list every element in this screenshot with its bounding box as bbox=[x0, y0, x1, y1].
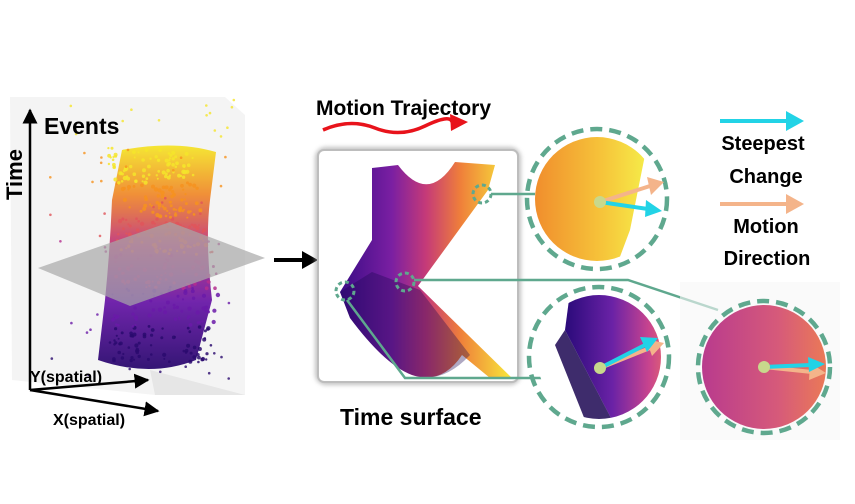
legend: Steepest Change Motion Direction bbox=[720, 111, 810, 270]
time-surface-panel: Motion Trajectory Time surface bbox=[315, 97, 719, 430]
time-surface-image bbox=[340, 162, 512, 378]
right-arrow-icon bbox=[274, 251, 318, 269]
cyan-arrow-icon bbox=[720, 111, 804, 131]
peach-arrow-icon bbox=[720, 194, 804, 214]
y-axis-line bbox=[29, 373, 150, 392]
motion-direction-arrow-top bbox=[599, 177, 664, 204]
x-axis-label: X(spatial) bbox=[53, 412, 125, 429]
x-axis-line bbox=[29, 388, 160, 417]
events-label: Events bbox=[44, 113, 119, 139]
events-background-side bbox=[150, 370, 245, 395]
time-surface-label: Time surface bbox=[340, 404, 481, 430]
time-surface-shading bbox=[340, 272, 470, 378]
legend-steepest-line2: Change bbox=[729, 166, 802, 188]
zoom-bottom-left-center-dot bbox=[594, 362, 606, 374]
zoom-top-center-dot bbox=[594, 196, 606, 208]
trajectory-arrow-icon bbox=[322, 114, 468, 135]
connector-left bbox=[345, 299, 548, 380]
time-slice-plane bbox=[38, 222, 265, 306]
motion-trajectory-label: Motion Trajectory bbox=[316, 97, 491, 120]
callout-circle-middle bbox=[394, 271, 416, 293]
steepest-change-arrow-bottom-right bbox=[763, 357, 825, 372]
zoom-bottom-left-dashed-ring bbox=[526, 284, 672, 430]
time-axis-label: Time bbox=[2, 149, 27, 200]
y-axis-label: Y(spatial) bbox=[30, 369, 102, 386]
zoom-view-bottom-right bbox=[680, 282, 840, 440]
zoom-bottom-right-center-dot bbox=[758, 361, 770, 373]
legend-steepest-line1: Steepest bbox=[721, 133, 805, 155]
legend-motion-line2: Direction bbox=[724, 248, 811, 270]
callout-circle-left bbox=[334, 280, 356, 302]
events-panel: Events Time Y(spatial) X(spatial) bbox=[2, 97, 265, 429]
legend-motion-line1: Motion bbox=[733, 216, 799, 238]
zoom-bottom-right-dashed-ring bbox=[695, 298, 833, 436]
zoom-top-dashed-ring bbox=[524, 126, 670, 272]
steepest-change-arrow-bottom-left bbox=[599, 337, 658, 370]
steepest-change-arrow-top bbox=[599, 200, 662, 217]
zoom-view-bottom-left bbox=[526, 284, 672, 430]
zoom-view-top bbox=[524, 126, 670, 272]
